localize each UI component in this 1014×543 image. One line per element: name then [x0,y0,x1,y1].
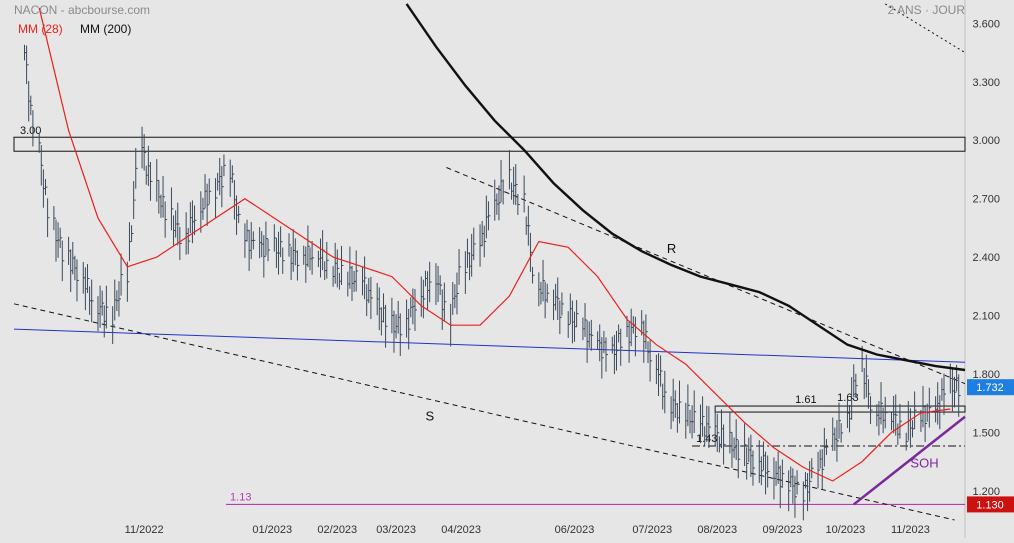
y-tick-label: 1.800 [972,369,1000,381]
last-price-label: 1.732 [976,382,1004,394]
trendline-s [13,303,955,521]
x-tick-label: 11/2022 [125,524,164,536]
mm28-line [38,7,951,482]
legend-mm200: MM (200) [80,22,131,36]
level-label-1-61: 1.61 [795,394,816,406]
y-tick-label: 1.200 [972,486,1000,498]
y-tick-label: 2.700 [972,194,1000,206]
trendline-0 [13,328,966,363]
timeframe-label: 2 ANS · JOUR [888,3,966,17]
x-tick-label: 10/2023 [825,524,865,536]
x-tick-label: 11/2023 [891,524,930,536]
y-tick-label: 3.000 [972,135,1000,147]
level-label-3-00: 3.00 [20,125,41,137]
x-tick-label: 02/2023 [317,524,357,536]
trendline-label-s: S [425,409,434,424]
chart-title: NACON - abcbourse.com [14,3,150,17]
y-tick-label: 1.500 [972,427,1000,439]
y-tick-label: 3.600 [972,18,1000,30]
last-level-badge [967,496,1014,513]
trendline-soh [852,415,966,506]
level-label-1-13: 1.13 [230,491,251,503]
mm200-line [405,3,966,372]
x-tick-label: 06/2023 [555,524,595,536]
x-tick-label: 09/2023 [762,524,802,536]
trendline-label-r: R [667,241,676,256]
trendline-3 [884,3,966,54]
y-tick-label: 2.100 [972,311,1000,323]
x-tick-label: 07/2023 [632,524,672,536]
last-price-badge [967,379,1014,396]
x-tick-label: 01/2023 [252,524,292,536]
y-tick-label: 2.400 [972,252,1000,264]
trendline-r [446,167,966,385]
trendline-label-soh: SOH [910,455,938,470]
last-level-badge-label: 1.130 [976,499,1004,511]
legend-mm28: MM (28) [18,22,63,36]
x-tick-label: 04/2023 [441,524,481,536]
resistance-zone-3-00 [13,136,966,152]
x-tick-label: 08/2023 [697,524,737,536]
x-tick-label: 03/2023 [376,524,416,536]
y-tick-label: 3.300 [972,77,1000,89]
